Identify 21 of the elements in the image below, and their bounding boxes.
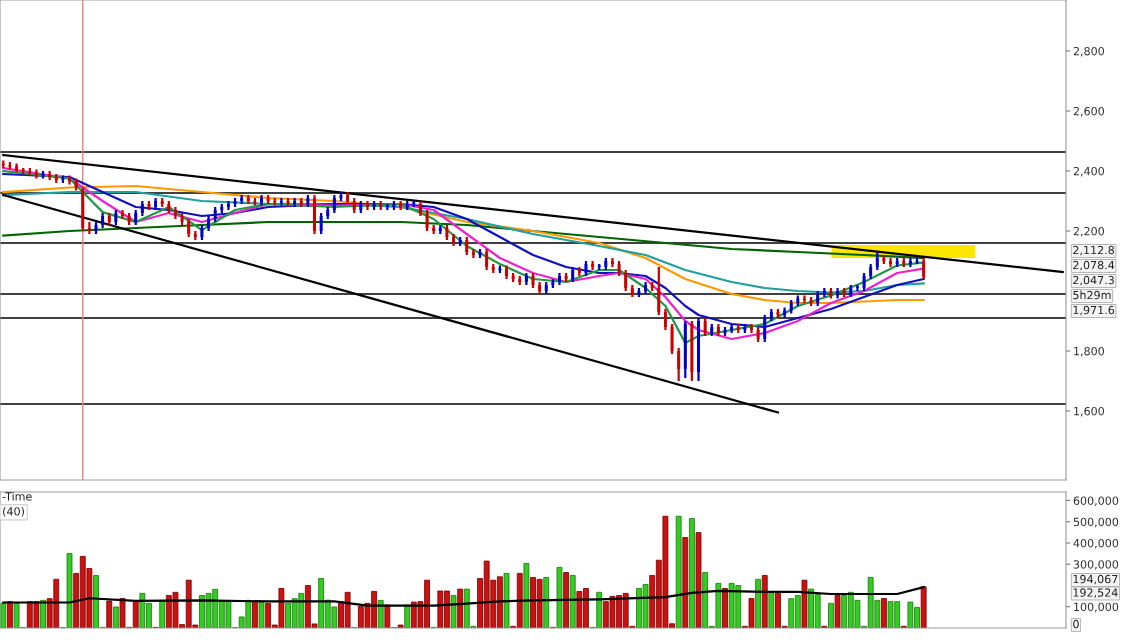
y-tick-label: 300,000 [1073, 560, 1119, 570]
y-tick-label: 2,600 [1073, 106, 1105, 117]
text: 2,112.8 [1073, 245, 1115, 256]
y-tick-label: 2,200 [1073, 226, 1105, 237]
text: 194,067 [1073, 574, 1118, 585]
y-tick-label: 500,000 [1073, 517, 1119, 528]
y-tick-label: 1,600 [1074, 406, 1105, 417]
annotation: (40) [3, 506, 24, 517]
annotation: -Time [2, 492, 32, 501]
y-tick-label: 100,000 [1074, 602, 1119, 613]
text: 5h29m [1073, 290, 1111, 300]
y-tick-label: 600,000 [1073, 496, 1119, 507]
y-tick-label: 2,400 [1073, 166, 1105, 177]
text: 0 [1073, 619, 1079, 629]
y-tick-label: 1,800 [1074, 346, 1105, 357]
y-tick-label: 400,000 [1073, 538, 1119, 549]
text: 2,047.3 [1073, 275, 1114, 286]
y-tick-label: 2,800 [1073, 46, 1105, 57]
text: 2,078.4 [1073, 260, 1115, 271]
text: 192,524 [1073, 588, 1118, 598]
text: 1,971.6 [1073, 305, 1115, 316]
